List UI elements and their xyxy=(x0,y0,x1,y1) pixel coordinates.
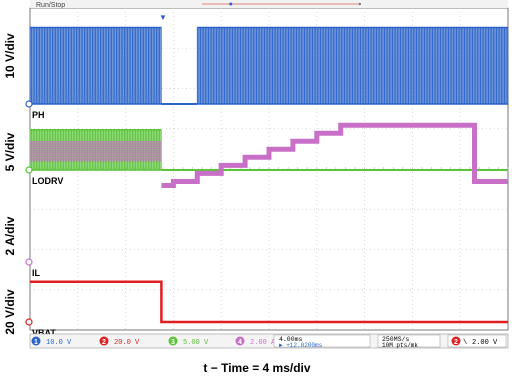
timebase-box xyxy=(273,334,371,348)
timebase-value: 4.00ms xyxy=(279,336,303,343)
trigger-box xyxy=(447,334,507,348)
status-value-ch1: 10.0 V xyxy=(46,339,72,347)
status-value-ch3: 5.00 V xyxy=(183,339,209,347)
trace-lodrv: LODRV xyxy=(25,129,508,186)
trigger-marker: ▼ xyxy=(159,13,167,22)
channel-label-il: IL xyxy=(32,268,41,278)
status-badge-ch2 xyxy=(99,336,109,346)
trace-vbat: VBAT xyxy=(25,280,508,338)
status-ch4: 4 2.00 A xyxy=(235,336,276,347)
record-length: 10M pts/mk xyxy=(382,342,418,349)
status-value-ch4: 2.00 A xyxy=(250,339,276,347)
status-badge-ch4 xyxy=(235,336,245,346)
record-position-marker xyxy=(229,2,233,6)
trace-ph: PH xyxy=(25,26,509,120)
switching-edges-ph xyxy=(29,27,162,104)
acquisition-box xyxy=(377,334,441,348)
sample-rate: 250MS/s xyxy=(382,336,409,343)
ripple-lines-il xyxy=(30,141,162,162)
ground-marker-vbat xyxy=(25,318,33,326)
channel-label-ph: PH xyxy=(32,110,45,120)
record-end-marker xyxy=(358,2,362,6)
ground-marker-il xyxy=(25,258,33,266)
status-number-ch1: 1 xyxy=(34,339,38,346)
switching-edges-lodrv xyxy=(29,129,162,170)
y-axis-scale-vbat: 20 V/div xyxy=(3,289,17,335)
trace-line-il xyxy=(161,122,508,188)
status-number-ch3: 3 xyxy=(171,339,175,346)
status-ch2: 2 20.0 V xyxy=(99,336,140,347)
channel-label-vbat: VBAT xyxy=(32,328,56,338)
ground-marker-ph xyxy=(25,100,33,108)
ripple-band-il xyxy=(30,141,162,162)
y-axis-scale-lodrv: 5 V/div xyxy=(3,132,17,171)
ground-marker-lodrv xyxy=(25,166,33,174)
trace-line-vbat xyxy=(30,280,508,324)
timebase-position: ► +12.0200ms xyxy=(279,342,323,349)
trigger-channel-badge xyxy=(451,336,461,346)
trace-il: IL xyxy=(25,122,508,278)
status-badge-ch3 xyxy=(168,336,178,346)
channel-label-lodrv: LODRV xyxy=(32,176,63,186)
status-value-ch2: 20.0 V xyxy=(114,339,140,347)
status-number-ch2: 2 xyxy=(102,339,106,346)
trigger-slope-icon: \ xyxy=(463,339,467,347)
status-ch1: 1 10.0 V xyxy=(31,336,72,347)
status-ch3: 3 5.00 V xyxy=(168,336,209,347)
y-axis-scale-il: 2 A/div xyxy=(3,216,17,255)
status-badge-ch1 xyxy=(31,336,41,346)
switching-edges-ph xyxy=(196,27,509,104)
top-status-text: Run/Stop xyxy=(36,2,65,9)
status-number-ch4: 4 xyxy=(238,339,242,346)
trigger-channel-number: 2 xyxy=(454,339,458,346)
y-axis-scale-ph: 10 V/div xyxy=(3,33,17,79)
trigger-level: 2.00 V xyxy=(472,339,498,347)
x-axis-label: t − Time = 4 ms/div xyxy=(203,361,310,375)
